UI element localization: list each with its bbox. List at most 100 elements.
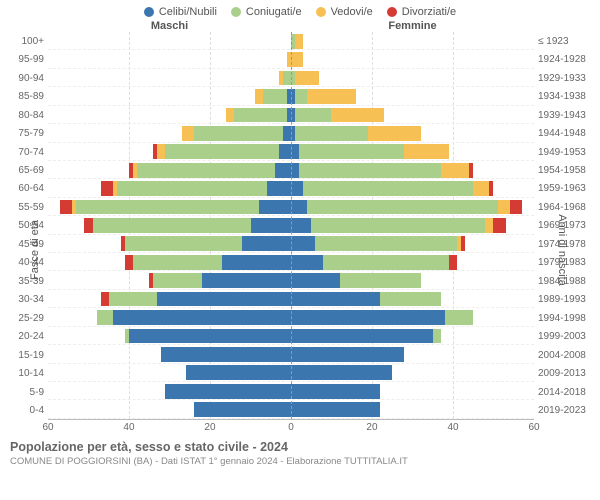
legend-swatch (231, 7, 241, 17)
male-bar (48, 179, 291, 197)
x-tick: 60 (42, 422, 53, 433)
birth-year-label: 2019-2023 (534, 401, 600, 419)
male-bar (48, 143, 291, 161)
segment-single (291, 329, 433, 344)
segment-married (234, 108, 287, 123)
segment-widowed (157, 144, 165, 159)
female-bar (291, 179, 534, 197)
pyramid-row (48, 308, 534, 326)
female-header: Femmine (291, 20, 534, 32)
segment-single (291, 384, 380, 399)
segment-married (307, 200, 497, 215)
segment-married (433, 329, 441, 344)
segment-single (242, 236, 291, 251)
pyramid-row (48, 216, 534, 234)
male-bar (48, 271, 291, 289)
segment-single (291, 347, 404, 362)
legend-item: Celibi/Nubili (144, 6, 217, 18)
segment-married (93, 218, 251, 233)
segment-single (291, 218, 311, 233)
age-label: 65-69 (0, 161, 48, 179)
segment-married (153, 273, 202, 288)
segment-widowed (182, 126, 194, 141)
female-bar (291, 400, 534, 418)
pyramid-row (48, 345, 534, 363)
age-label: 10-14 (0, 364, 48, 382)
birth-year-label: 1959-1963 (534, 180, 600, 198)
legend: Celibi/NubiliConiugati/eVedovi/eDivorzia… (0, 0, 600, 20)
segment-single (129, 329, 291, 344)
birth-year-label: 1999-2003 (534, 328, 600, 346)
segment-married (295, 108, 331, 123)
male-bar (48, 87, 291, 105)
age-label: 75-79 (0, 124, 48, 142)
male-header: Maschi (48, 20, 291, 32)
age-label: 70-74 (0, 143, 48, 161)
segment-single (291, 365, 392, 380)
male-bar (48, 161, 291, 179)
segment-single (251, 218, 291, 233)
legend-item: Coniugati/e (231, 6, 302, 18)
segment-single (161, 347, 291, 362)
pyramid-row (48, 382, 534, 400)
age-label: 85-89 (0, 87, 48, 105)
segment-married (445, 310, 473, 325)
birth-year-label: 1939-1943 (534, 106, 600, 124)
segment-divorced (493, 218, 505, 233)
legend-swatch (387, 7, 397, 17)
segment-single (202, 273, 291, 288)
segment-widowed (255, 89, 263, 104)
chart-area: Fasce di età 100+95-9990-9485-8980-8475-… (0, 32, 600, 420)
female-bar (291, 106, 534, 124)
segment-single (291, 273, 340, 288)
pyramid-row (48, 235, 534, 253)
birth-year-label: 1989-1993 (534, 291, 600, 309)
female-bar (291, 327, 534, 345)
segment-single (283, 126, 291, 141)
pyramid-row (48, 87, 534, 105)
age-label: 100+ (0, 32, 48, 50)
segment-married (315, 236, 457, 251)
segment-widowed (498, 200, 510, 215)
segment-single (291, 200, 307, 215)
segment-married (97, 310, 113, 325)
pyramid-row (48, 290, 534, 308)
segment-married (263, 89, 287, 104)
segment-widowed (226, 108, 234, 123)
segment-married (340, 273, 421, 288)
segment-single (291, 163, 299, 178)
female-bar (291, 32, 534, 50)
birth-year-label: 1929-1933 (534, 69, 600, 87)
pyramid-row (48, 32, 534, 50)
pyramid-row (48, 179, 534, 197)
y-axis-label-right: Anni di nascita (556, 214, 568, 286)
female-bar (291, 235, 534, 253)
segment-divorced (84, 218, 92, 233)
segment-married (299, 163, 441, 178)
age-label: 95-99 (0, 50, 48, 68)
y-axis-label-left: Fasce di età (29, 220, 41, 280)
segment-widowed (368, 126, 421, 141)
segment-single (287, 89, 291, 104)
birth-year-label: 1924-1928 (534, 50, 600, 68)
segment-divorced (101, 181, 113, 196)
segment-widowed (473, 181, 489, 196)
pyramid-row (48, 161, 534, 179)
female-bar (291, 253, 534, 271)
age-label: 30-34 (0, 291, 48, 309)
male-bar (48, 106, 291, 124)
pyramid-row (48, 143, 534, 161)
footer: Popolazione per età, sesso e stato civil… (0, 434, 600, 467)
pyramid-row (48, 253, 534, 271)
female-bar (291, 364, 534, 382)
male-bar (48, 253, 291, 271)
pyramid-row (48, 106, 534, 124)
birth-year-label: 1949-1953 (534, 143, 600, 161)
female-bar (291, 345, 534, 363)
segment-married (76, 200, 258, 215)
male-bar (48, 382, 291, 400)
age-label: 15-19 (0, 346, 48, 364)
birth-year-label: 2009-2013 (534, 364, 600, 382)
segment-single (275, 163, 291, 178)
legend-label: Vedovi/e (331, 6, 373, 18)
